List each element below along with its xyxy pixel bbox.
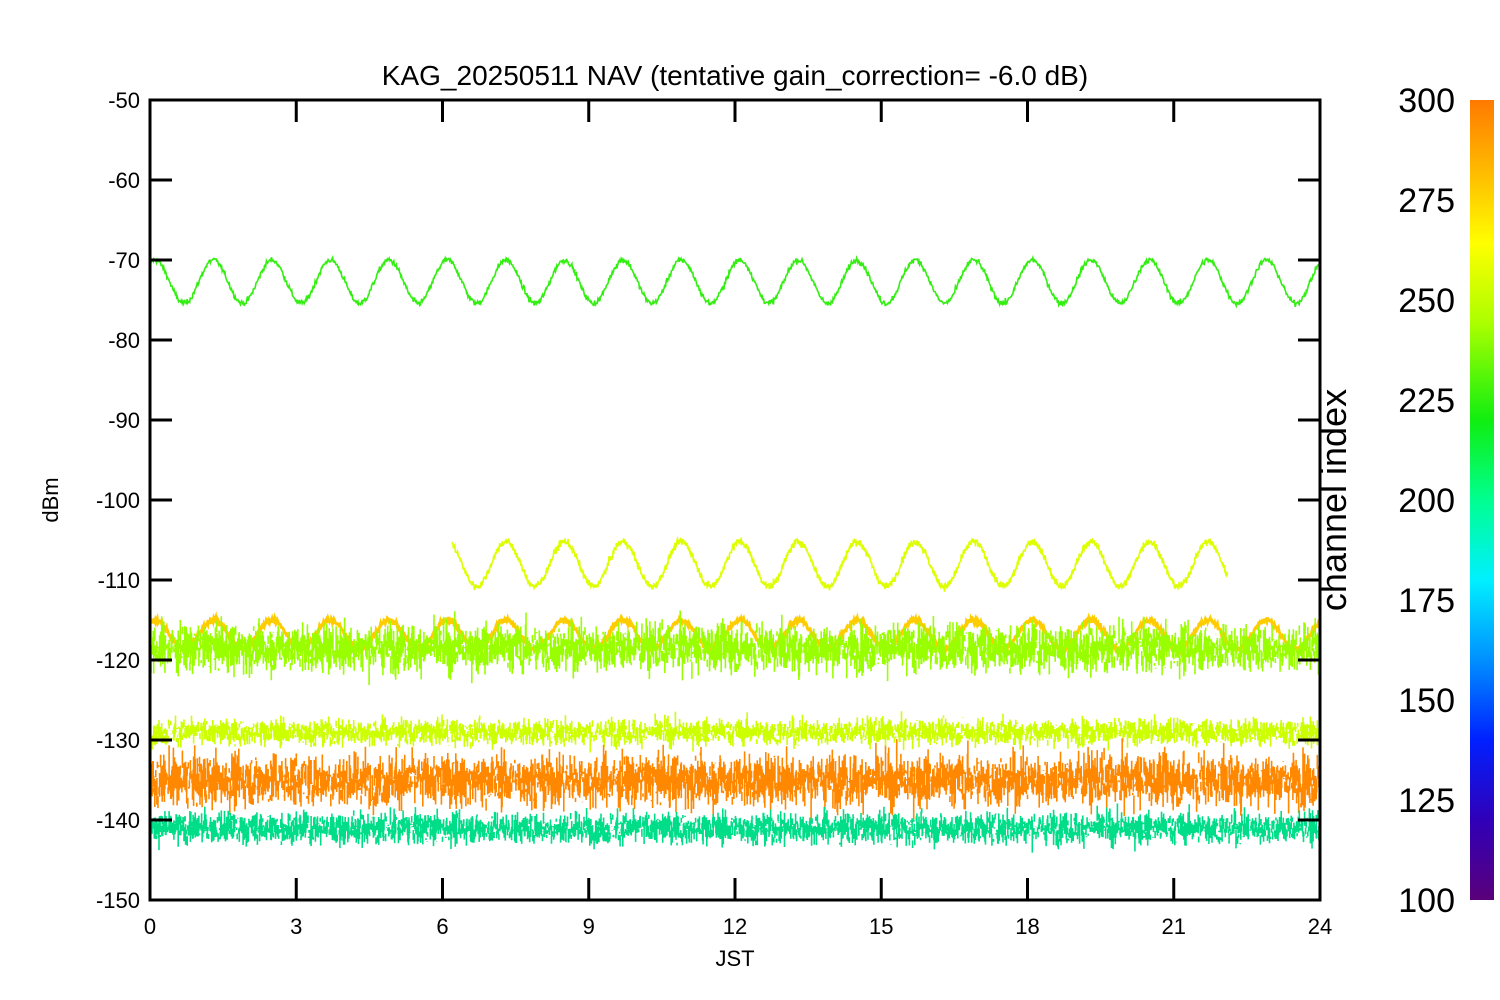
y-tick-label: -90 xyxy=(108,408,140,433)
x-tick-label: 21 xyxy=(1162,914,1186,939)
series-line-250 xyxy=(150,254,1320,309)
series-channel-265 xyxy=(451,535,1229,592)
y-tick-label: -70 xyxy=(108,248,140,273)
series-band-262 xyxy=(150,711,1320,753)
colorbar-tick-label: 150 xyxy=(1398,682,1455,720)
y-axis: -150 -140 -130 -120 -110 -100 -90 -80 -70 -60 -50 xyxy=(96,88,1320,913)
series-channel-262 xyxy=(150,711,1320,753)
y-tick-label: -150 xyxy=(96,888,140,913)
series-channel-290 xyxy=(150,738,1320,822)
y-tick-label: -80 xyxy=(108,328,140,353)
series-channel-250 xyxy=(150,254,1320,309)
x-tick-label: 3 xyxy=(290,914,302,939)
colorbar-tick-label: 200 xyxy=(1398,482,1455,520)
colorbar-title: channel index xyxy=(1313,389,1354,611)
chart-title: KAG_20250511 NAV (tentative gain_correct… xyxy=(382,60,1088,91)
y-axis-title: dBm xyxy=(38,477,63,522)
x-tick-label: 9 xyxy=(583,914,595,939)
series-channel-258 xyxy=(150,610,1320,685)
y-tick-label: -110 xyxy=(98,568,140,593)
data-series xyxy=(150,254,1320,853)
series-band-290 xyxy=(150,738,1320,822)
x-tick-label: 24 xyxy=(1308,914,1332,939)
y-tick-label: -60 xyxy=(108,168,140,193)
colorbar xyxy=(1470,100,1494,900)
colorbar-tick-label: 275 xyxy=(1398,182,1455,220)
x-tick-label: 6 xyxy=(436,914,448,939)
x-tick-label: 15 xyxy=(869,914,893,939)
y-tick-label: -140 xyxy=(96,808,140,833)
x-tick-label: 18 xyxy=(1015,914,1039,939)
colorbar-tick-label: 100 xyxy=(1398,882,1455,920)
x-axis: 0 3 6 9 12 15 18 21 24 xyxy=(144,100,1332,939)
y-tick-label: -120 xyxy=(96,648,140,673)
colorbar-tick-label: 225 xyxy=(1398,382,1455,420)
colorbar-tick-label: 175 xyxy=(1398,582,1455,620)
colorbar-tick-label: 125 xyxy=(1398,782,1455,820)
series-channel-200 xyxy=(150,803,1320,853)
series-band-200 xyxy=(150,803,1320,853)
colorbar-ticks: 100 125 150 175 200 225 250 275 300 xyxy=(1398,82,1455,920)
series-band-258 xyxy=(150,610,1320,685)
colorbar-tick-label: 250 xyxy=(1398,282,1455,320)
y-tick-label: -130 xyxy=(96,728,140,753)
x-tick-label: 12 xyxy=(723,914,747,939)
y-tick-label: -50 xyxy=(108,88,140,113)
y-tick-label: -100 xyxy=(96,488,140,513)
x-axis-title: JST xyxy=(715,946,754,971)
x-tick-label: 0 xyxy=(144,914,156,939)
colorbar-tick-label: 300 xyxy=(1398,82,1455,120)
series-line-265 xyxy=(451,535,1229,592)
